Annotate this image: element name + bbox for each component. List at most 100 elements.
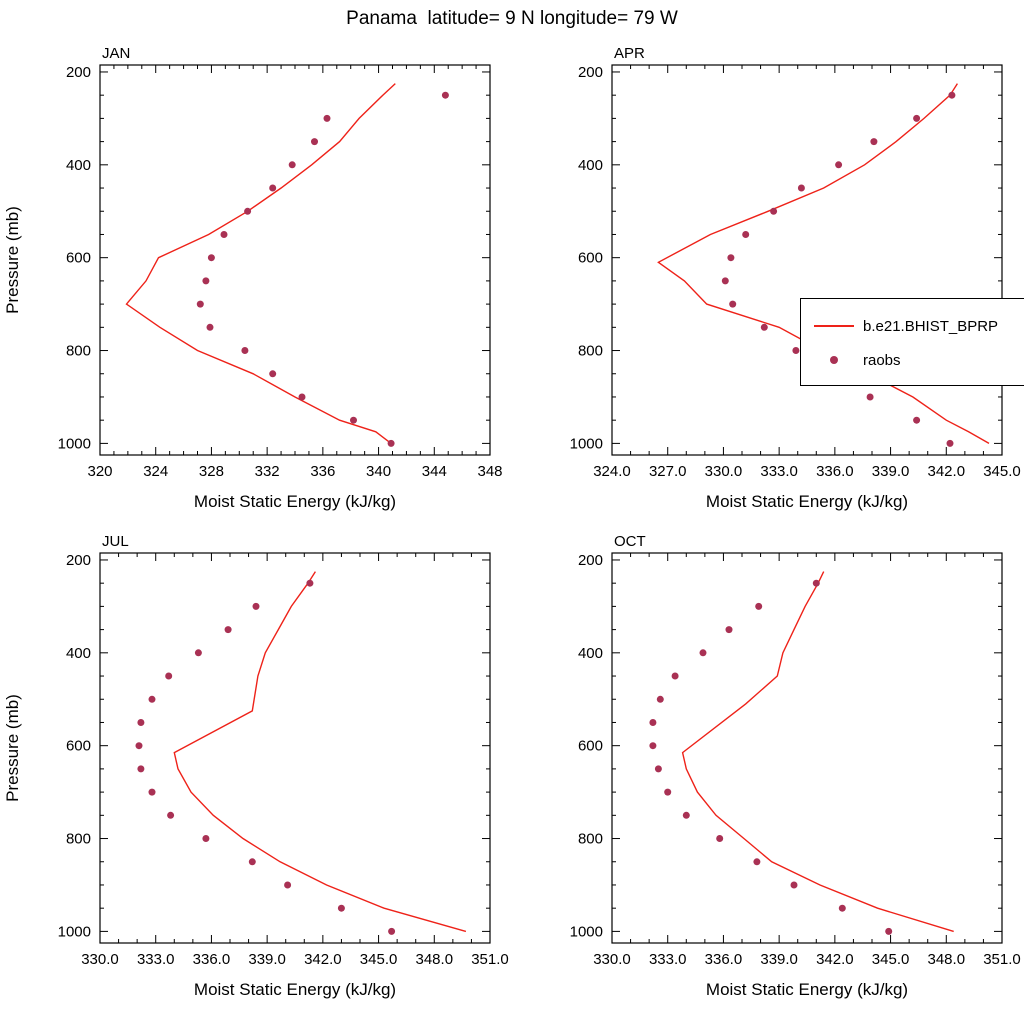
svg-text:600: 600 (66, 738, 91, 755)
svg-text:600: 600 (66, 250, 91, 267)
svg-text:800: 800 (578, 831, 603, 848)
jul-raobs-points (135, 579, 396, 935)
oct-raobs-points (649, 579, 893, 935)
jan-model-line (125, 83, 396, 444)
svg-text:200: 200 (578, 552, 603, 569)
jul-month-label: JUL (102, 533, 129, 550)
apr-raobs-points (721, 91, 956, 447)
raobs-dot-sample-icon (811, 356, 857, 364)
panel-oct-svg: OCT 330.0 333.0 336.0 339.0 342.0 345.0 348.0 35… (570, 533, 1021, 999)
svg-text:600: 600 (578, 738, 603, 755)
svg-text:400: 400 (66, 157, 91, 174)
apr-plot-frame (611, 64, 1003, 456)
legend: b.e21.BHIST_BPRP raobs (800, 298, 1024, 386)
svg-text:800: 800 (66, 343, 91, 360)
svg-text:328: 328 (199, 463, 224, 480)
jan-x-axis-title: Moist Static Energy (kJ/kg) (194, 492, 396, 511)
panel-jul: JUL 330.0 333.0 336.0 339.0 342.0 345.0 348.0 35… (0, 528, 512, 1014)
legend-model-label: b.e21.BHIST_BPRP (863, 317, 999, 335)
oct-tick-marks (611, 553, 1003, 943)
svg-text:336.0: 336.0 (816, 463, 854, 480)
jan-y-tick-labels: 200 400 600 800 1000 (58, 64, 91, 452)
svg-text:600: 600 (578, 250, 603, 267)
legend-row-raobs: raobs (811, 343, 1024, 377)
svg-text:400: 400 (578, 157, 603, 174)
oct-model-line (681, 571, 954, 933)
svg-text:345.0: 345.0 (872, 951, 910, 968)
svg-text:800: 800 (66, 831, 91, 848)
legend-row-model: b.e21.BHIST_BPRP (811, 309, 1024, 343)
apr-x-axis-title: Moist Static Energy (kJ/kg) (706, 492, 908, 511)
panel-jan: JAN 320 324 328 332 336 340 344 348 200 400 600 800 1… (0, 40, 512, 526)
jul-y-tick-labels: 200 400 600 800 1000 (58, 552, 91, 940)
svg-text:330.0: 330.0 (705, 463, 743, 480)
jan-y-axis-title: Pressure (mb) (3, 206, 22, 314)
svg-text:200: 200 (66, 552, 91, 569)
svg-text:336.0: 336.0 (705, 951, 743, 968)
svg-text:339.0: 339.0 (760, 951, 798, 968)
legend-raobs-label: raobs (863, 351, 901, 369)
svg-text:340: 340 (366, 463, 391, 480)
svg-text:200: 200 (578, 64, 603, 81)
svg-text:1000: 1000 (570, 435, 603, 452)
svg-text:348.0: 348.0 (928, 951, 966, 968)
svg-text:330.0: 330.0 (81, 951, 119, 968)
svg-text:400: 400 (66, 645, 91, 662)
svg-text:342.0: 342.0 (304, 951, 342, 968)
svg-text:333.0: 333.0 (137, 951, 175, 968)
jul-model-line (173, 571, 467, 933)
svg-text:336.0: 336.0 (193, 951, 231, 968)
apr-tick-marks (611, 65, 1003, 455)
chart-title: Panama latitude= 9 N longitude= 79 W (346, 8, 678, 29)
jan-tick-marks (99, 65, 491, 455)
jul-x-tick-labels: 330.0 333.0 336.0 339.0 342.0 345.0 348.0 351.0 (81, 951, 509, 968)
oct-month-label: OCT (614, 533, 646, 550)
jul-plot-frame (99, 552, 491, 944)
panel-oct: OCT 330.0 333.0 336.0 339.0 342.0 345.0 348.0 35… (512, 528, 1024, 1014)
svg-text:333.0: 333.0 (760, 463, 798, 480)
apr-x-tick-labels: 324.0 327.0 330.0 333.0 336.0 339.0 342.0 345.0 (593, 463, 1021, 480)
model-line-sample-icon (811, 325, 857, 327)
oct-x-tick-labels: 330.0 333.0 336.0 339.0 342.0 345.0 348.0 351.0 (593, 951, 1021, 968)
svg-text:348.0: 348.0 (416, 951, 454, 968)
svg-text:339.0: 339.0 (872, 463, 910, 480)
svg-text:342.0: 342.0 (928, 463, 966, 480)
svg-text:320: 320 (87, 463, 112, 480)
svg-text:324.0: 324.0 (593, 463, 631, 480)
svg-text:324: 324 (143, 463, 168, 480)
svg-text:200: 200 (66, 64, 91, 81)
svg-text:351.0: 351.0 (471, 951, 509, 968)
svg-text:332: 332 (255, 463, 280, 480)
apr-month-label: APR (614, 45, 645, 62)
svg-text:400: 400 (578, 645, 603, 662)
panel-jul-svg: JUL 330.0 333.0 336.0 339.0 342.0 345.0 348.0 35… (3, 533, 509, 999)
jan-month-label: JAN (102, 45, 130, 62)
svg-text:339.0: 339.0 (248, 951, 286, 968)
panel-jan-svg: JAN 320 324 328 332 336 340 344 348 200 400 600 800 1… (3, 45, 503, 511)
svg-text:1000: 1000 (58, 435, 91, 452)
svg-text:348: 348 (477, 463, 502, 480)
jan-x-tick-labels: 320 324 328 332 336 340 344 348 (87, 463, 502, 480)
apr-model-line (657, 83, 990, 445)
oct-plot-frame (611, 552, 1003, 944)
jul-x-axis-title: Moist Static Energy (kJ/kg) (194, 980, 396, 999)
jul-y-axis-title: Pressure (mb) (3, 694, 22, 802)
svg-text:800: 800 (578, 343, 603, 360)
svg-text:336: 336 (310, 463, 335, 480)
svg-text:1000: 1000 (58, 923, 91, 940)
svg-text:1000: 1000 (570, 923, 603, 940)
svg-text:327.0: 327.0 (649, 463, 687, 480)
svg-text:351.0: 351.0 (983, 951, 1021, 968)
apr-y-tick-labels: 200 400 600 800 1000 (570, 64, 603, 452)
jul-tick-marks (99, 553, 491, 943)
jan-raobs-points (196, 91, 449, 447)
oct-x-axis-title: Moist Static Energy (kJ/kg) (706, 980, 908, 999)
panel-apr: APR 324.0 327.0 330.0 333.0 336.0 339.0 342.0 34… (512, 40, 1024, 526)
jan-plot-frame (99, 64, 491, 456)
svg-text:342.0: 342.0 (816, 951, 854, 968)
svg-text:345.0: 345.0 (983, 463, 1021, 480)
svg-text:344: 344 (422, 463, 447, 480)
svg-text:333.0: 333.0 (649, 951, 687, 968)
svg-text:345.0: 345.0 (360, 951, 398, 968)
